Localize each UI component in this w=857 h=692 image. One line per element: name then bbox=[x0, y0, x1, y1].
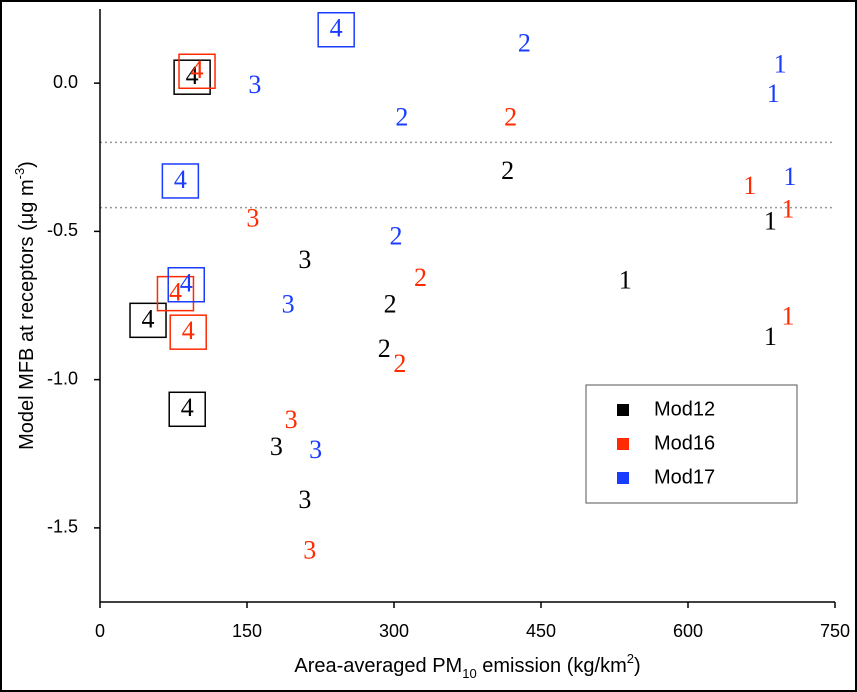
marker: 4 bbox=[182, 316, 195, 345]
marker: 1 bbox=[764, 322, 777, 351]
marker: 2 bbox=[378, 334, 391, 363]
x-axis-title: Area-averaged PM10 emission (kg/km2) bbox=[294, 651, 640, 681]
marker: 4 bbox=[181, 393, 194, 422]
marker: 2 bbox=[384, 289, 397, 318]
x-axis-title-part: Area-averaged PM bbox=[294, 655, 462, 677]
legend-swatch bbox=[617, 404, 629, 416]
x-tick-label: 600 bbox=[673, 621, 703, 641]
marker: 2 bbox=[389, 221, 402, 250]
marker-box bbox=[168, 391, 206, 428]
marker: 1 bbox=[743, 171, 756, 200]
legend-swatch bbox=[617, 472, 629, 484]
y-tick-label: -1.0 bbox=[47, 368, 78, 388]
x-tick-label: 150 bbox=[232, 621, 262, 641]
x-axis-title-part: emission (kg/km bbox=[477, 655, 627, 677]
marker: 1 bbox=[619, 266, 632, 295]
marker: 2 bbox=[504, 103, 517, 132]
y-axis-title-part: ) bbox=[16, 161, 38, 168]
y-tick-label: -0.5 bbox=[47, 220, 78, 240]
marker: 3 bbox=[248, 70, 261, 99]
x-axis-title-part: 10 bbox=[462, 666, 476, 681]
marker: 3 bbox=[298, 245, 311, 274]
marker-box bbox=[178, 53, 216, 90]
marker: 3 bbox=[303, 536, 316, 565]
marker: 2 bbox=[414, 263, 427, 292]
marker: 4 bbox=[191, 55, 204, 84]
marker: 2 bbox=[518, 29, 531, 58]
y-tick-label: 0.0 bbox=[53, 72, 78, 92]
marker-box bbox=[173, 59, 211, 95]
marker: 1 bbox=[767, 79, 780, 108]
x-tick-label: 450 bbox=[526, 621, 556, 641]
marker: 3 bbox=[246, 203, 259, 232]
legend-label: Mod16 bbox=[654, 432, 715, 454]
marker-box bbox=[161, 163, 200, 199]
marker: 4 bbox=[174, 165, 187, 194]
marker: 3 bbox=[282, 289, 295, 318]
marker-box bbox=[169, 314, 207, 350]
y-axis-title: Model MFB at receptors (μg m-3) bbox=[12, 161, 38, 450]
marker: 4 bbox=[169, 278, 182, 307]
marker: 1 bbox=[764, 206, 777, 235]
legend-swatch bbox=[617, 438, 629, 450]
x-axis-title-part: 2 bbox=[627, 651, 634, 666]
y-axis-title-part: -3 bbox=[12, 168, 27, 180]
marker: 1 bbox=[781, 301, 794, 330]
marker: 4 bbox=[330, 14, 343, 43]
marker: 4 bbox=[180, 269, 193, 298]
y-tick-label: -1.5 bbox=[47, 517, 78, 537]
marker: 3 bbox=[285, 405, 298, 434]
x-tick-label: 750 bbox=[820, 621, 850, 641]
marker: 4 bbox=[142, 304, 155, 333]
marker: 2 bbox=[395, 103, 408, 132]
x-tick-label: 300 bbox=[379, 621, 409, 641]
marker-box bbox=[317, 12, 355, 48]
marker-box bbox=[156, 275, 195, 312]
x-axis-title-part: ) bbox=[634, 655, 641, 677]
marker: 1 bbox=[774, 49, 787, 78]
marker-box bbox=[129, 302, 167, 339]
y-axis-title-part: Model MFB at receptors (μg m bbox=[16, 179, 38, 450]
marker: 2 bbox=[393, 349, 406, 378]
marker: 3 bbox=[309, 435, 322, 464]
marker: 4 bbox=[186, 61, 199, 90]
marker-box bbox=[167, 266, 205, 303]
marker: 2 bbox=[501, 156, 514, 185]
marker: 1 bbox=[781, 195, 794, 224]
x-tick-label: 0 bbox=[95, 621, 105, 641]
marker: 3 bbox=[298, 485, 311, 514]
legend-label: Mod12 bbox=[654, 398, 715, 420]
marker: 3 bbox=[270, 432, 283, 461]
marker: 1 bbox=[783, 162, 796, 191]
legend-label: Mod17 bbox=[654, 466, 715, 488]
